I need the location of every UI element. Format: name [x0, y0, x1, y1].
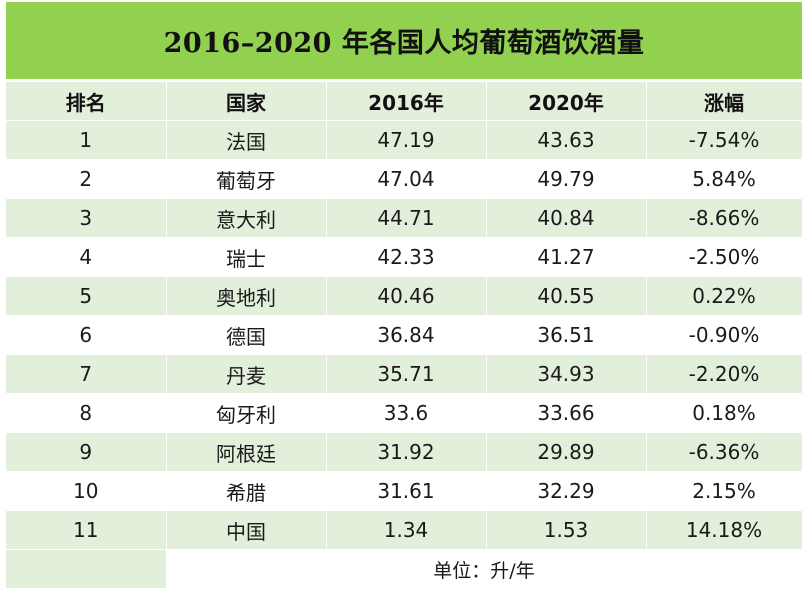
value-2020-cell: 40.55 [486, 276, 647, 316]
unit-footer-row: 单位：升/年 [6, 549, 802, 589]
table-row: 8 匈牙利 33.6 33.66 0.18% [6, 393, 802, 433]
rank-cell: 7 [6, 354, 167, 394]
country-cell: 匈牙利 [166, 393, 327, 433]
change-cell: -8.66% [646, 198, 802, 238]
table-row: 7 丹麦 35.71 34.93 -2.20% [6, 354, 802, 394]
value-2020-cell: 40.84 [486, 198, 647, 238]
change-cell: 0.22% [646, 276, 802, 316]
country-cell: 中国 [166, 510, 327, 550]
country-cell: 丹麦 [166, 354, 327, 394]
table-row: 6 德国 36.84 36.51 -0.90% [6, 315, 802, 355]
table-row: 4 瑞士 42.33 41.27 -2.50% [6, 237, 802, 277]
country-cell: 奥地利 [166, 276, 327, 316]
rank-cell: 1 [6, 120, 167, 160]
value-2016-cell: 36.84 [326, 315, 487, 355]
value-2016-cell: 40.46 [326, 276, 487, 316]
table-row: 11 中国 1.34 1.53 14.18% [6, 510, 802, 550]
value-2020-cell: 49.79 [486, 159, 647, 199]
rank-cell: 2 [6, 159, 167, 199]
value-2016-cell: 1.34 [326, 510, 487, 550]
rank-cell: 9 [6, 432, 167, 472]
change-cell: -6.36% [646, 432, 802, 472]
rank-cell: 8 [6, 393, 167, 433]
value-2020-cell: 33.66 [486, 393, 647, 433]
value-2016-cell: 31.61 [326, 471, 487, 511]
change-cell: 14.18% [646, 510, 802, 550]
rank-cell: 11 [6, 510, 167, 550]
change-cell: -7.54% [646, 120, 802, 160]
value-2020-cell: 43.63 [486, 120, 647, 160]
value-2020-cell: 36.51 [486, 315, 647, 355]
country-cell: 葡萄牙 [166, 159, 327, 199]
header-2016: 2016年 [326, 82, 487, 121]
value-2020-cell: 29.89 [486, 432, 647, 472]
change-cell: 5.84% [646, 159, 802, 199]
unit-note: 单位：升/年 [166, 549, 802, 589]
table-row: 2 葡萄牙 47.04 49.79 5.84% [6, 159, 802, 199]
country-cell: 瑞士 [166, 237, 327, 277]
header-2020: 2020年 [486, 82, 647, 121]
value-2020-cell: 34.93 [486, 354, 647, 394]
value-2016-cell: 31.92 [326, 432, 487, 472]
change-cell: -0.90% [646, 315, 802, 355]
table-row: 9 阿根廷 31.92 29.89 -6.36% [6, 432, 802, 472]
value-2020-cell: 41.27 [486, 237, 647, 277]
change-cell: 2.15% [646, 471, 802, 511]
data-table: 排名 国家 2016年 2020年 涨幅 1 法国 47.19 43.63 -7… [6, 82, 802, 589]
rank-cell: 6 [6, 315, 167, 355]
header-change: 涨幅 [646, 82, 802, 121]
wine-consumption-table-figure: 2016–2020 年各国人均葡萄酒饮酒量 排名 国家 2016年 2020年 … [6, 2, 802, 590]
value-2020-cell: 1.53 [486, 510, 647, 550]
value-2016-cell: 33.6 [326, 393, 487, 433]
value-2016-cell: 44.71 [326, 198, 487, 238]
value-2016-cell: 35.71 [326, 354, 487, 394]
rank-cell: 10 [6, 471, 167, 511]
table-row: 3 意大利 44.71 40.84 -8.66% [6, 198, 802, 238]
change-cell: -2.50% [646, 237, 802, 277]
country-cell: 意大利 [166, 198, 327, 238]
header-country: 国家 [166, 82, 327, 121]
change-cell: 0.18% [646, 393, 802, 433]
table-row: 1 法国 47.19 43.63 -7.54% [6, 120, 802, 160]
change-cell: -2.20% [646, 354, 802, 394]
value-2016-cell: 47.19 [326, 120, 487, 160]
table-row: 10 希腊 31.61 32.29 2.15% [6, 471, 802, 511]
header-rank: 排名 [6, 82, 167, 121]
table-row: 5 奥地利 40.46 40.55 0.22% [6, 276, 802, 316]
value-2020-cell: 32.29 [486, 471, 647, 511]
table-title: 2016–2020 年各国人均葡萄酒饮酒量 [6, 2, 802, 79]
country-cell: 德国 [166, 315, 327, 355]
footer-spacer [6, 549, 167, 589]
country-cell: 希腊 [166, 471, 327, 511]
value-2016-cell: 42.33 [326, 237, 487, 277]
rank-cell: 5 [6, 276, 167, 316]
value-2016-cell: 47.04 [326, 159, 487, 199]
country-cell: 法国 [166, 120, 327, 160]
rank-cell: 3 [6, 198, 167, 238]
header-row: 排名 国家 2016年 2020年 涨幅 [6, 82, 802, 121]
country-cell: 阿根廷 [166, 432, 327, 472]
rank-cell: 4 [6, 237, 167, 277]
